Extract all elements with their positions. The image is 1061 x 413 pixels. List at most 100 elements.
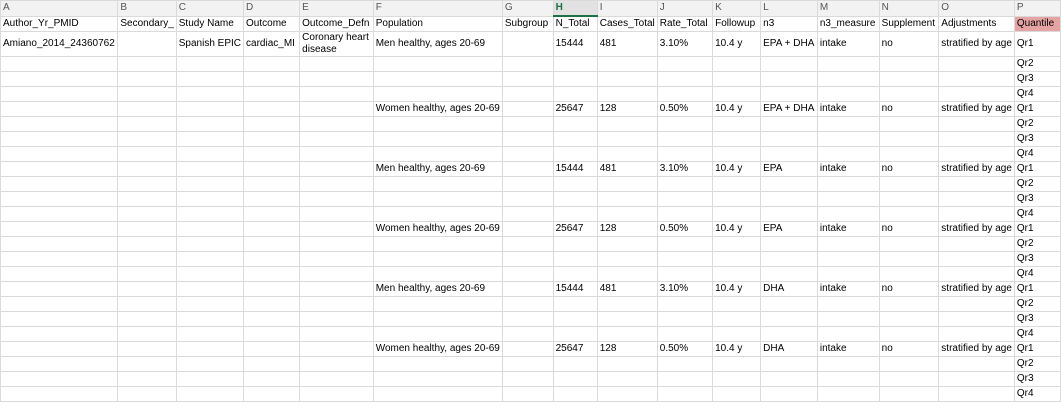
grid-cell-f[interactable]: Men healthy, ages 20-69	[372, 31, 503, 57]
grid-cell-k[interactable]	[712, 146, 762, 162]
column-header-d[interactable]: D	[243, 0, 301, 17]
grid-cell-b[interactable]	[117, 296, 177, 312]
grid-cell-b[interactable]	[117, 281, 177, 297]
grid-cell-k[interactable]	[712, 206, 762, 222]
grid-cell-c[interactable]	[175, 371, 245, 387]
grid-cell-p[interactable]: Qr1	[1013, 341, 1061, 357]
grid-cell-k[interactable]	[712, 266, 762, 282]
grid-cell-d[interactable]	[243, 161, 301, 177]
grid-cell-f[interactable]	[372, 386, 503, 402]
grid-cell-i[interactable]	[596, 266, 658, 282]
grid-cell-a[interactable]	[0, 146, 119, 162]
header-cell-d[interactable]: Outcome	[243, 15, 301, 32]
grid-cell-b[interactable]	[117, 191, 177, 207]
grid-cell-k[interactable]	[712, 191, 762, 207]
grid-cell-b[interactable]	[117, 86, 177, 102]
grid-cell-g[interactable]	[501, 31, 554, 57]
grid-cell-a[interactable]	[0, 251, 119, 267]
grid-cell-j[interactable]: 0.50%	[656, 341, 714, 357]
grid-cell-a[interactable]	[0, 236, 119, 252]
header-cell-j[interactable]: Rate_Total	[656, 15, 714, 32]
grid-cell-b[interactable]	[117, 386, 177, 402]
grid-cell-d[interactable]	[243, 86, 301, 102]
grid-cell-n[interactable]: no	[878, 341, 940, 357]
grid-cell-m[interactable]	[816, 116, 880, 132]
grid-cell-l[interactable]: DHA	[760, 281, 818, 297]
grid-cell-d[interactable]	[243, 371, 301, 387]
grid-cell-l[interactable]	[760, 296, 818, 312]
grid-cell-b[interactable]	[117, 116, 177, 132]
grid-cell-e[interactable]	[299, 101, 374, 117]
grid-cell-o[interactable]	[938, 311, 1015, 327]
grid-cell-j[interactable]	[656, 386, 714, 402]
grid-cell-c[interactable]	[175, 191, 245, 207]
grid-cell-o[interactable]	[938, 266, 1015, 282]
grid-cell-k[interactable]	[712, 386, 762, 402]
header-cell-p[interactable]: Quantile	[1013, 15, 1061, 32]
grid-cell-b[interactable]	[117, 56, 177, 72]
grid-cell-o[interactable]	[938, 71, 1015, 87]
grid-cell-a[interactable]	[0, 326, 119, 342]
grid-cell-f[interactable]	[372, 146, 503, 162]
grid-cell-c[interactable]	[175, 206, 245, 222]
grid-cell-p[interactable]: Qr2	[1013, 56, 1061, 72]
grid-cell-o[interactable]	[938, 296, 1015, 312]
grid-cell-n[interactable]: no	[878, 221, 940, 237]
grid-cell-d[interactable]	[243, 131, 301, 147]
grid-cell-n[interactable]: no	[878, 101, 940, 117]
grid-cell-d[interactable]	[243, 311, 301, 327]
grid-cell-n[interactable]	[878, 251, 940, 267]
grid-cell-i[interactable]	[596, 191, 658, 207]
grid-cell-d[interactable]	[243, 356, 301, 372]
grid-cell-m[interactable]	[816, 56, 880, 72]
header-cell-a[interactable]: Author_Yr_PMID	[0, 15, 119, 32]
grid-cell-c[interactable]	[175, 266, 245, 282]
grid-cell-j[interactable]	[656, 236, 714, 252]
grid-cell-p[interactable]: Qr2	[1013, 296, 1061, 312]
grid-cell-h[interactable]: 15444	[552, 31, 598, 57]
grid-cell-l[interactable]: EPA	[760, 221, 818, 237]
grid-cell-p[interactable]: Qr3	[1013, 71, 1061, 87]
grid-cell-h[interactable]	[552, 326, 598, 342]
grid-cell-g[interactable]	[501, 131, 554, 147]
grid-cell-e[interactable]	[299, 386, 374, 402]
grid-cell-l[interactable]	[760, 356, 818, 372]
grid-cell-k[interactable]	[712, 131, 762, 147]
grid-cell-j[interactable]: 0.50%	[656, 221, 714, 237]
grid-cell-m[interactable]	[816, 236, 880, 252]
grid-cell-o[interactable]	[938, 131, 1015, 147]
grid-cell-g[interactable]	[501, 326, 554, 342]
grid-cell-o[interactable]	[938, 56, 1015, 72]
grid-cell-e[interactable]: Coronary heart disease	[299, 31, 374, 57]
grid-cell-e[interactable]	[299, 296, 374, 312]
grid-cell-a[interactable]	[0, 266, 119, 282]
grid-cell-d[interactable]	[243, 101, 301, 117]
column-header-c[interactable]: C	[175, 0, 245, 17]
grid-cell-f[interactable]	[372, 356, 503, 372]
grid-cell-c[interactable]	[175, 131, 245, 147]
grid-cell-h[interactable]	[552, 56, 598, 72]
grid-cell-b[interactable]	[117, 236, 177, 252]
column-header-o[interactable]: O	[938, 0, 1015, 17]
grid-cell-j[interactable]	[656, 371, 714, 387]
grid-cell-b[interactable]	[117, 71, 177, 87]
grid-cell-g[interactable]	[501, 116, 554, 132]
grid-cell-c[interactable]	[175, 281, 245, 297]
grid-cell-p[interactable]: Qr3	[1013, 251, 1061, 267]
grid-cell-o[interactable]	[938, 86, 1015, 102]
grid-cell-c[interactable]	[175, 341, 245, 357]
grid-cell-l[interactable]	[760, 206, 818, 222]
grid-cell-j[interactable]: 3.10%	[656, 31, 714, 57]
grid-cell-n[interactable]	[878, 296, 940, 312]
grid-cell-g[interactable]	[501, 101, 554, 117]
grid-cell-g[interactable]	[501, 161, 554, 177]
grid-cell-k[interactable]	[712, 311, 762, 327]
grid-cell-i[interactable]: 481	[596, 31, 658, 57]
grid-cell-p[interactable]: Qr1	[1013, 161, 1061, 177]
grid-cell-m[interactable]	[816, 191, 880, 207]
grid-cell-p[interactable]: Qr1	[1013, 221, 1061, 237]
grid-cell-e[interactable]	[299, 191, 374, 207]
grid-cell-d[interactable]	[243, 251, 301, 267]
grid-cell-g[interactable]	[501, 71, 554, 87]
grid-cell-e[interactable]	[299, 206, 374, 222]
